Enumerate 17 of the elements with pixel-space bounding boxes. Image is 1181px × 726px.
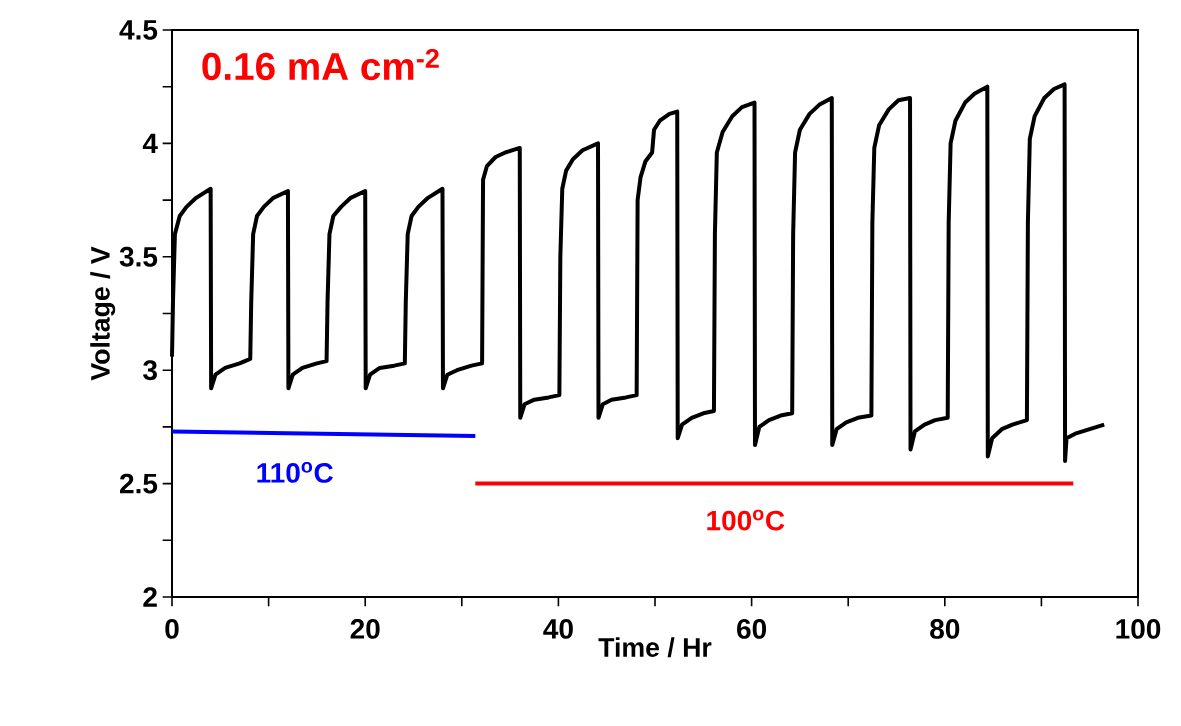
x-tick-label: 40 bbox=[543, 619, 573, 639]
x-tick-label: 100 bbox=[1116, 619, 1161, 639]
annotation: 0.16 mA cm$^{-2}$ bbox=[202, 48, 439, 81]
x-tick-label: 80 bbox=[930, 619, 960, 639]
y-tick-label: 4 bbox=[142, 133, 158, 154]
y-tick-label: 4.5 bbox=[119, 20, 158, 40]
series-label: 110$^{o}$C bbox=[257, 462, 333, 483]
y-axis-title: Voltage / V bbox=[90, 246, 116, 381]
series-label: 100$^{o}$C bbox=[707, 509, 785, 531]
y-tick-label: 2.5 bbox=[120, 473, 158, 494]
y-tick-label: 2 bbox=[143, 587, 157, 607]
x-tick-label: 60 bbox=[737, 619, 767, 639]
y-tick-label: 3 bbox=[143, 360, 157, 381]
x-axis-title: Time / Hr bbox=[598, 637, 712, 658]
x-tick-label: 20 bbox=[350, 619, 380, 639]
y-tick-label: 3.5 bbox=[119, 246, 158, 267]
x-tick-label: 0 bbox=[165, 619, 179, 639]
